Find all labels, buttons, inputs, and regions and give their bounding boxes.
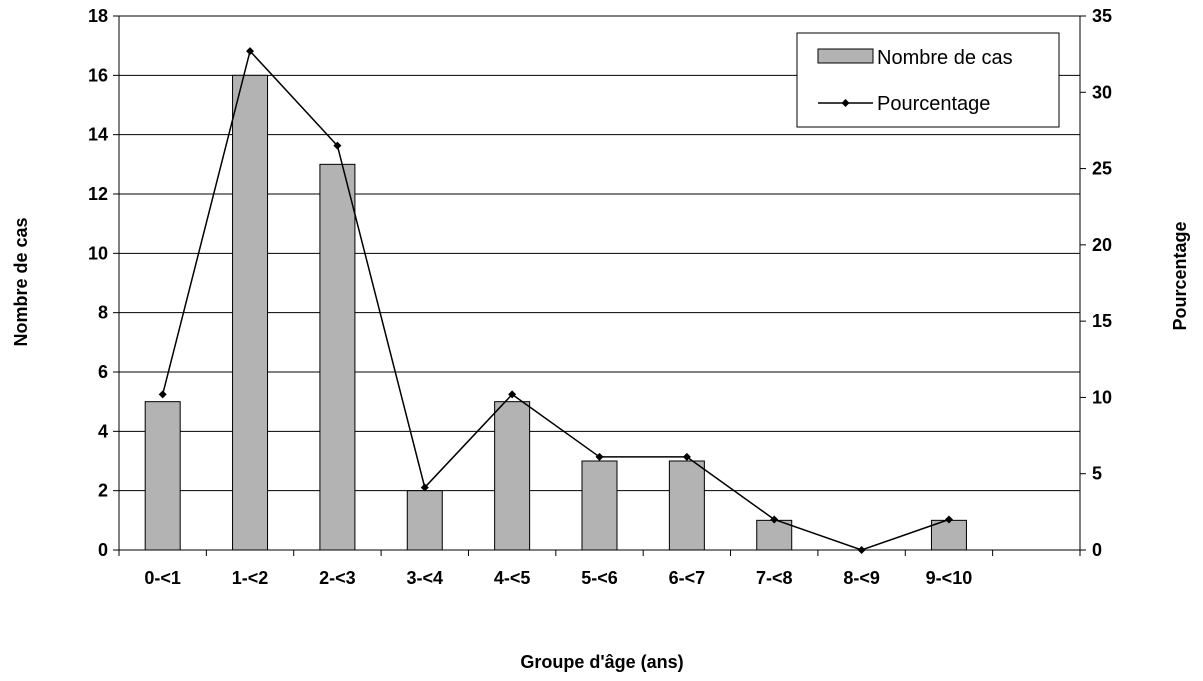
y2-tick-label: 20	[1092, 235, 1112, 255]
x-tick-label: 3-<4	[407, 568, 444, 588]
y-tick-label: 0	[98, 540, 108, 560]
y2-axis-title: Pourcentage	[1170, 221, 1190, 330]
x-axis-title: Groupe d'âge (ans)	[520, 652, 683, 672]
x-tick-label: 8-<9	[843, 568, 880, 588]
x-tick-label: 7-<8	[756, 568, 793, 588]
series-point	[944, 515, 953, 524]
bar	[144, 401, 181, 551]
legend: Nombre de cas Pourcentage	[796, 32, 1060, 128]
bar	[319, 163, 356, 551]
y-tick-label: 2	[98, 481, 108, 501]
y-tick-label: 8	[98, 303, 108, 323]
gridlines	[119, 15, 1080, 492]
y2-tick-label: 5	[1092, 464, 1102, 484]
bar	[930, 519, 967, 551]
x-tick-label: 2-<3	[319, 568, 356, 588]
series-point	[595, 452, 604, 461]
x-tick-label: 9-<10	[926, 568, 973, 588]
y2-tick-label: 15	[1092, 311, 1112, 331]
legend-marker-icon	[841, 99, 850, 107]
bar	[668, 460, 705, 551]
x-tick-label: 1-<2	[232, 568, 269, 588]
bar	[232, 74, 269, 551]
y-tick-label: 14	[88, 125, 108, 145]
bar	[406, 490, 443, 551]
bar	[494, 401, 531, 551]
bar	[756, 519, 793, 551]
y2-tick-label: 25	[1092, 159, 1112, 179]
y2-tick-label: 30	[1092, 82, 1112, 102]
series-point	[246, 47, 255, 56]
series-point	[420, 483, 429, 492]
axes	[113, 15, 1086, 556]
legend-label-line: Pourcentage	[877, 93, 990, 115]
series-point	[770, 515, 779, 524]
series-point	[682, 452, 691, 461]
x-tick-label: 4-<5	[494, 568, 531, 588]
y2-tick-label: 10	[1092, 387, 1112, 407]
x-tick-label: 6-<7	[669, 568, 706, 588]
y-axis-title: Nombre de cas	[11, 217, 31, 346]
y-tick-label: 16	[88, 65, 108, 85]
bar-series	[144, 74, 967, 551]
y2-tick-label: 35	[1092, 6, 1112, 26]
line-series	[158, 47, 953, 554]
legend-label-bars: Nombre de cas	[877, 47, 1013, 69]
y-tick-label: 12	[88, 184, 108, 204]
y-tick-label: 10	[88, 243, 108, 263]
bar	[581, 460, 618, 551]
x-tick-label: 0-<1	[144, 568, 181, 588]
series-point	[333, 141, 342, 150]
y-tick-label: 18	[88, 6, 108, 26]
y2-tick-label: 0	[1092, 540, 1102, 560]
x-tick-label: 5-<6	[581, 568, 618, 588]
series-line	[161, 49, 950, 551]
series-point	[158, 390, 167, 399]
y-tick-label: 4	[98, 421, 108, 441]
series-point	[508, 390, 517, 399]
legend-bar-swatch	[817, 48, 874, 64]
y-tick-label: 6	[98, 362, 108, 382]
tick-labels: 0 2 4 6 8 10 12 14 16 18 0 5 10 15 20 25 30 35 0-<1 1-<2 2-<…	[88, 6, 1112, 588]
